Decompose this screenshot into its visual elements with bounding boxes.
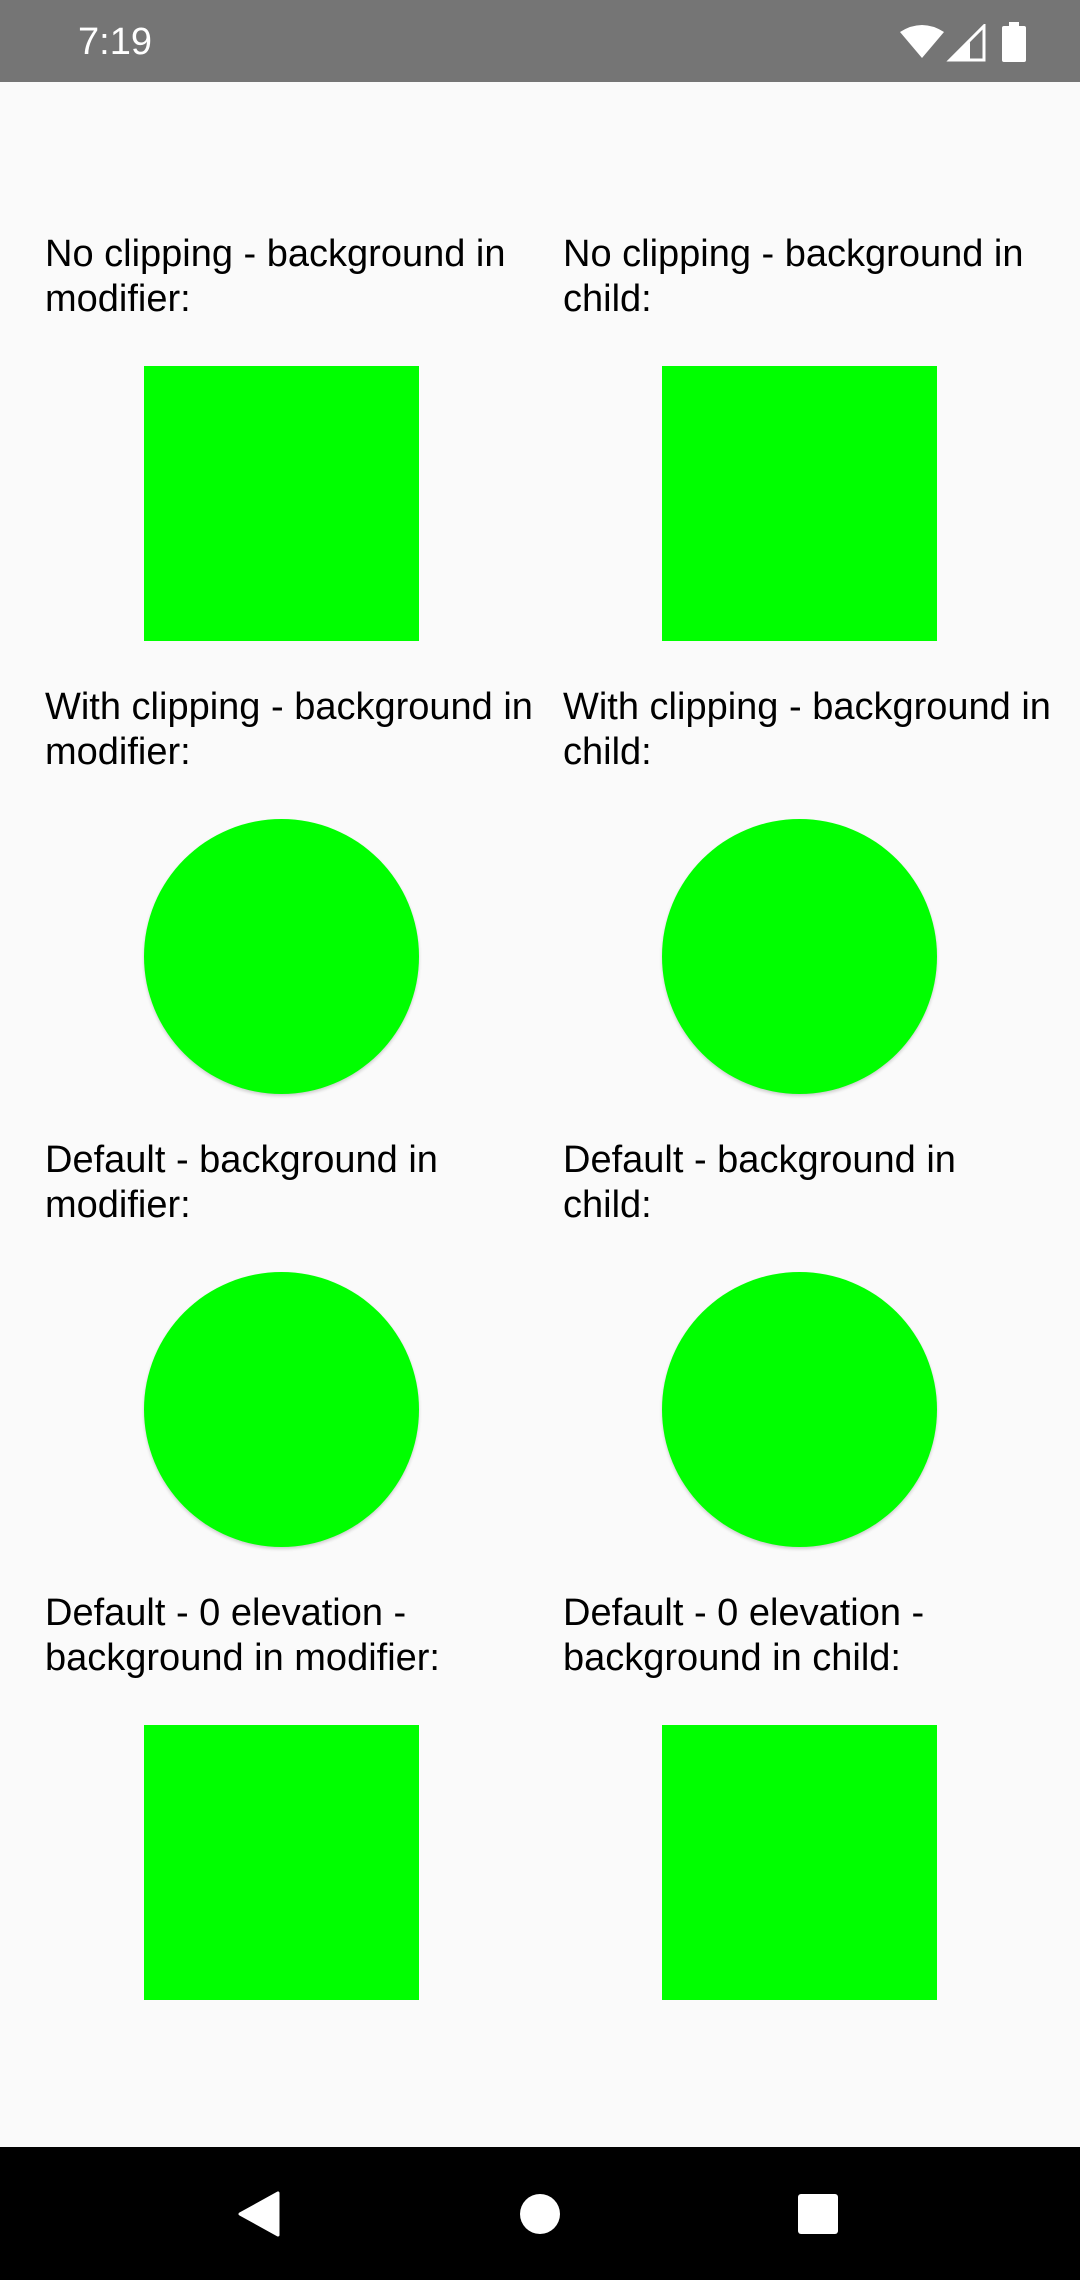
green-circle-clip-modifier (144, 819, 419, 1094)
green-circle-default-child (662, 1272, 937, 1547)
navigation-bar (0, 2147, 1080, 2280)
recents-button[interactable] (763, 2147, 873, 2280)
status-icons (880, 0, 1080, 82)
green-square-no-clip-modifier (144, 366, 419, 641)
label-clip-child: With clipping - background in child: (563, 686, 1051, 773)
label-default-child: Default - background in child: (563, 1139, 956, 1226)
recents-icon (798, 2193, 838, 2234)
label-zero-elevation-modifier: Default - 0 elevation - background in mo… (45, 1592, 440, 1679)
battery-icon (1002, 22, 1026, 62)
green-circle-default-modifier (144, 1272, 419, 1547)
back-icon (238, 2191, 280, 2236)
green-circle-clip-child (662, 819, 937, 1094)
status-time: 7:19 (78, 21, 152, 63)
label-default-modifier: Default - background in modifier: (45, 1139, 438, 1226)
label-clip-modifier: With clipping - background in modifier: (45, 686, 533, 773)
green-square-zero-elevation-modifier (144, 1725, 419, 2000)
green-square-zero-elevation-child (662, 1725, 937, 2000)
home-icon (520, 2193, 560, 2234)
back-button[interactable] (204, 2147, 314, 2280)
label-zero-elevation-child: Default - 0 elevation - background in ch… (563, 1592, 925, 1679)
label-no-clip-modifier: No clipping - background in modifier: (45, 233, 506, 320)
wifi-icon (900, 25, 944, 58)
label-no-clip-child: No clipping - background in child: (563, 233, 1024, 320)
status-bar: 7:19 (0, 0, 1080, 82)
content-area: No clipping - background in modifier: No… (0, 82, 1080, 2147)
home-button[interactable] (485, 2147, 595, 2280)
green-square-no-clip-child (662, 366, 937, 641)
signal-icon (946, 24, 986, 62)
